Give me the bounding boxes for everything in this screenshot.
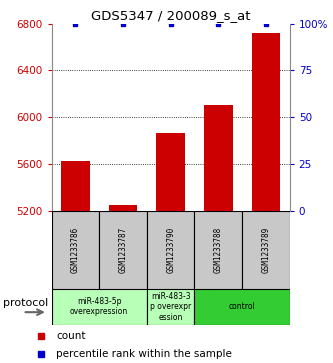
Bar (99, 211, 147, 289)
Bar (242, 211, 290, 289)
Bar (252, 33, 280, 211)
Text: miR-483-5p
overexpression: miR-483-5p overexpression (70, 297, 128, 317)
Text: protocol: protocol (3, 298, 49, 308)
Bar (147, 211, 194, 289)
Text: miR-483-3
p overexpr
ession: miR-483-3 p overexpr ession (150, 292, 191, 322)
Text: GSM1233787: GSM1233787 (119, 227, 128, 273)
Title: GDS5347 / 200089_s_at: GDS5347 / 200089_s_at (91, 9, 250, 23)
Bar (194, 289, 290, 325)
Text: GSM1233789: GSM1233789 (261, 227, 270, 273)
Bar (194, 211, 242, 289)
Bar (109, 205, 137, 211)
Bar (157, 134, 185, 211)
Text: percentile rank within the sample: percentile rank within the sample (56, 348, 232, 359)
Text: GSM1233790: GSM1233790 (166, 227, 175, 273)
Text: GSM1233786: GSM1233786 (71, 227, 80, 273)
Text: control: control (229, 302, 255, 311)
Text: count: count (56, 331, 86, 341)
Bar (61, 162, 90, 211)
Bar (147, 289, 194, 325)
Bar (204, 105, 232, 211)
Bar (52, 211, 99, 289)
Text: GSM1233788: GSM1233788 (214, 227, 223, 273)
Bar (52, 289, 147, 325)
